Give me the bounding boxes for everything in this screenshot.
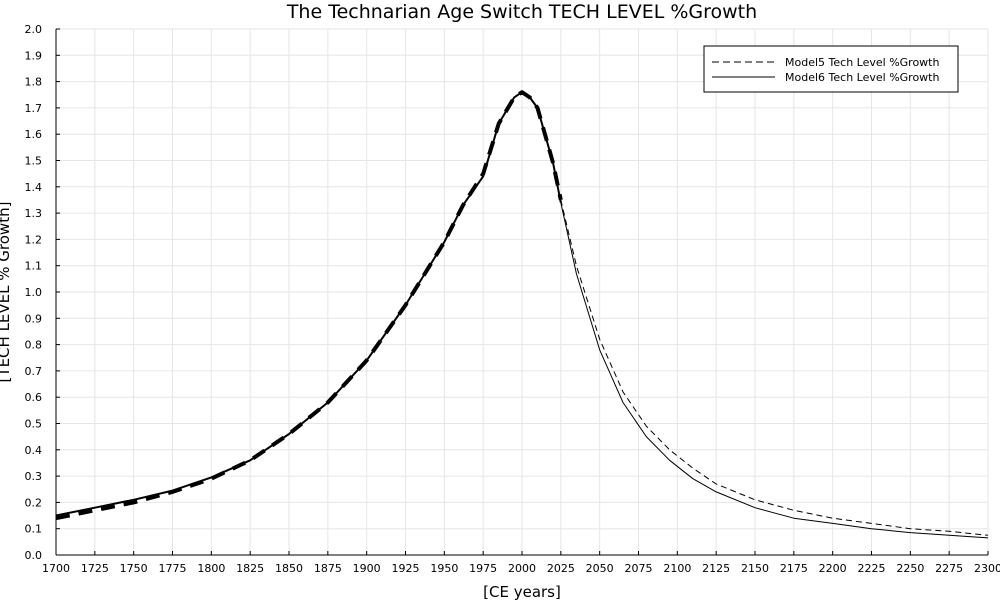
y-tick-label: 0.4: [25, 444, 43, 457]
y-tick-label: 1.7: [25, 102, 43, 115]
y-tick-label: 2.0: [25, 23, 43, 36]
x-tick-label: 1825: [236, 562, 264, 575]
legend-label-model6: Model6 Tech Level %Growth: [785, 71, 939, 84]
series-line-model6-early: [55, 91, 562, 517]
y-tick-label: 1.2: [25, 233, 43, 246]
legend: Model5 Tech Level %Growth Model6 Tech Le…: [703, 45, 959, 93]
y-tick-label: 1.4: [25, 181, 43, 194]
x-tick-label: 2150: [741, 562, 769, 575]
x-tick-labels: 1700 1725 1750 1775 1800 1825 1850 1875 1900 1925…: [42, 562, 1000, 575]
legend-box: [703, 45, 959, 93]
x-tick-label: 2275: [935, 562, 963, 575]
x-tick-label: 1950: [430, 562, 458, 575]
x-tick-label: 2175: [780, 562, 808, 575]
x-tick-label: 2300: [974, 562, 1000, 575]
x-tick-label: 1800: [197, 562, 225, 575]
y-tick-labels: 0.0 0.1 0.2 0.3 0.4 0.5 0.6 0.7 0.8 0.9 1.0 1.1 1.2 1…: [25, 23, 43, 562]
y-tick-label: 0.8: [25, 339, 43, 352]
series-line-model6-tail: [560, 202, 989, 539]
y-tick-label: 1.6: [25, 128, 43, 141]
x-tick-label: 2000: [508, 562, 536, 575]
y-tick-label: 1.1: [25, 260, 43, 273]
y-tick-label: 0.2: [25, 496, 43, 509]
x-tick-label: 2225: [858, 562, 886, 575]
x-tick-label: 1725: [81, 562, 109, 575]
grid-lines: [55, 28, 989, 556]
x-tick-label: 2250: [896, 562, 924, 575]
y-tick-label: 0.6: [25, 391, 43, 404]
x-tick-label: 2050: [586, 562, 614, 575]
y-tick-label: 0.9: [25, 312, 43, 325]
y-tick-label: 0.5: [25, 418, 43, 431]
y-tick-label: 1.8: [25, 76, 43, 89]
y-tick-label: 0.3: [25, 470, 43, 483]
x-tick-label: 2125: [702, 562, 730, 575]
x-axis-label: [CE years]: [483, 583, 561, 600]
y-tick-label: 0.0: [25, 549, 43, 562]
x-tick-label: 1975: [469, 562, 497, 575]
x-tick-label: 1875: [314, 562, 342, 575]
series-line-model5-tail: [560, 199, 989, 536]
y-tick-label: 1.0: [25, 286, 43, 299]
x-tick-label: 1750: [120, 562, 148, 575]
x-tick-label: 2075: [625, 562, 653, 575]
x-tick-label: 2200: [819, 562, 847, 575]
y-tick-label: 1.3: [25, 207, 43, 220]
x-tick-label: 1925: [392, 562, 420, 575]
y-axis-label: [TECH LEVEL % Growth]: [0, 202, 13, 383]
x-tick-label: 2100: [663, 562, 691, 575]
legend-label-model5: Model5 Tech Level %Growth: [785, 56, 939, 69]
y-tick-label: 1.9: [25, 49, 43, 62]
x-tick-label: 2025: [547, 562, 575, 575]
y-tick-label: 0.7: [25, 365, 43, 378]
x-tick-label: 1775: [159, 562, 187, 575]
x-tick-label: 1700: [42, 562, 70, 575]
chart-title: The Technarian Age Switch TECH LEVEL %Gr…: [286, 1, 757, 23]
axes: [55, 28, 989, 556]
x-tick-label: 1850: [275, 562, 303, 575]
y-tick-label: 0.1: [25, 523, 43, 536]
y-tick-label: 1.5: [25, 155, 43, 168]
x-tick-label: 1900: [353, 562, 381, 575]
series-lines: [55, 90, 989, 539]
